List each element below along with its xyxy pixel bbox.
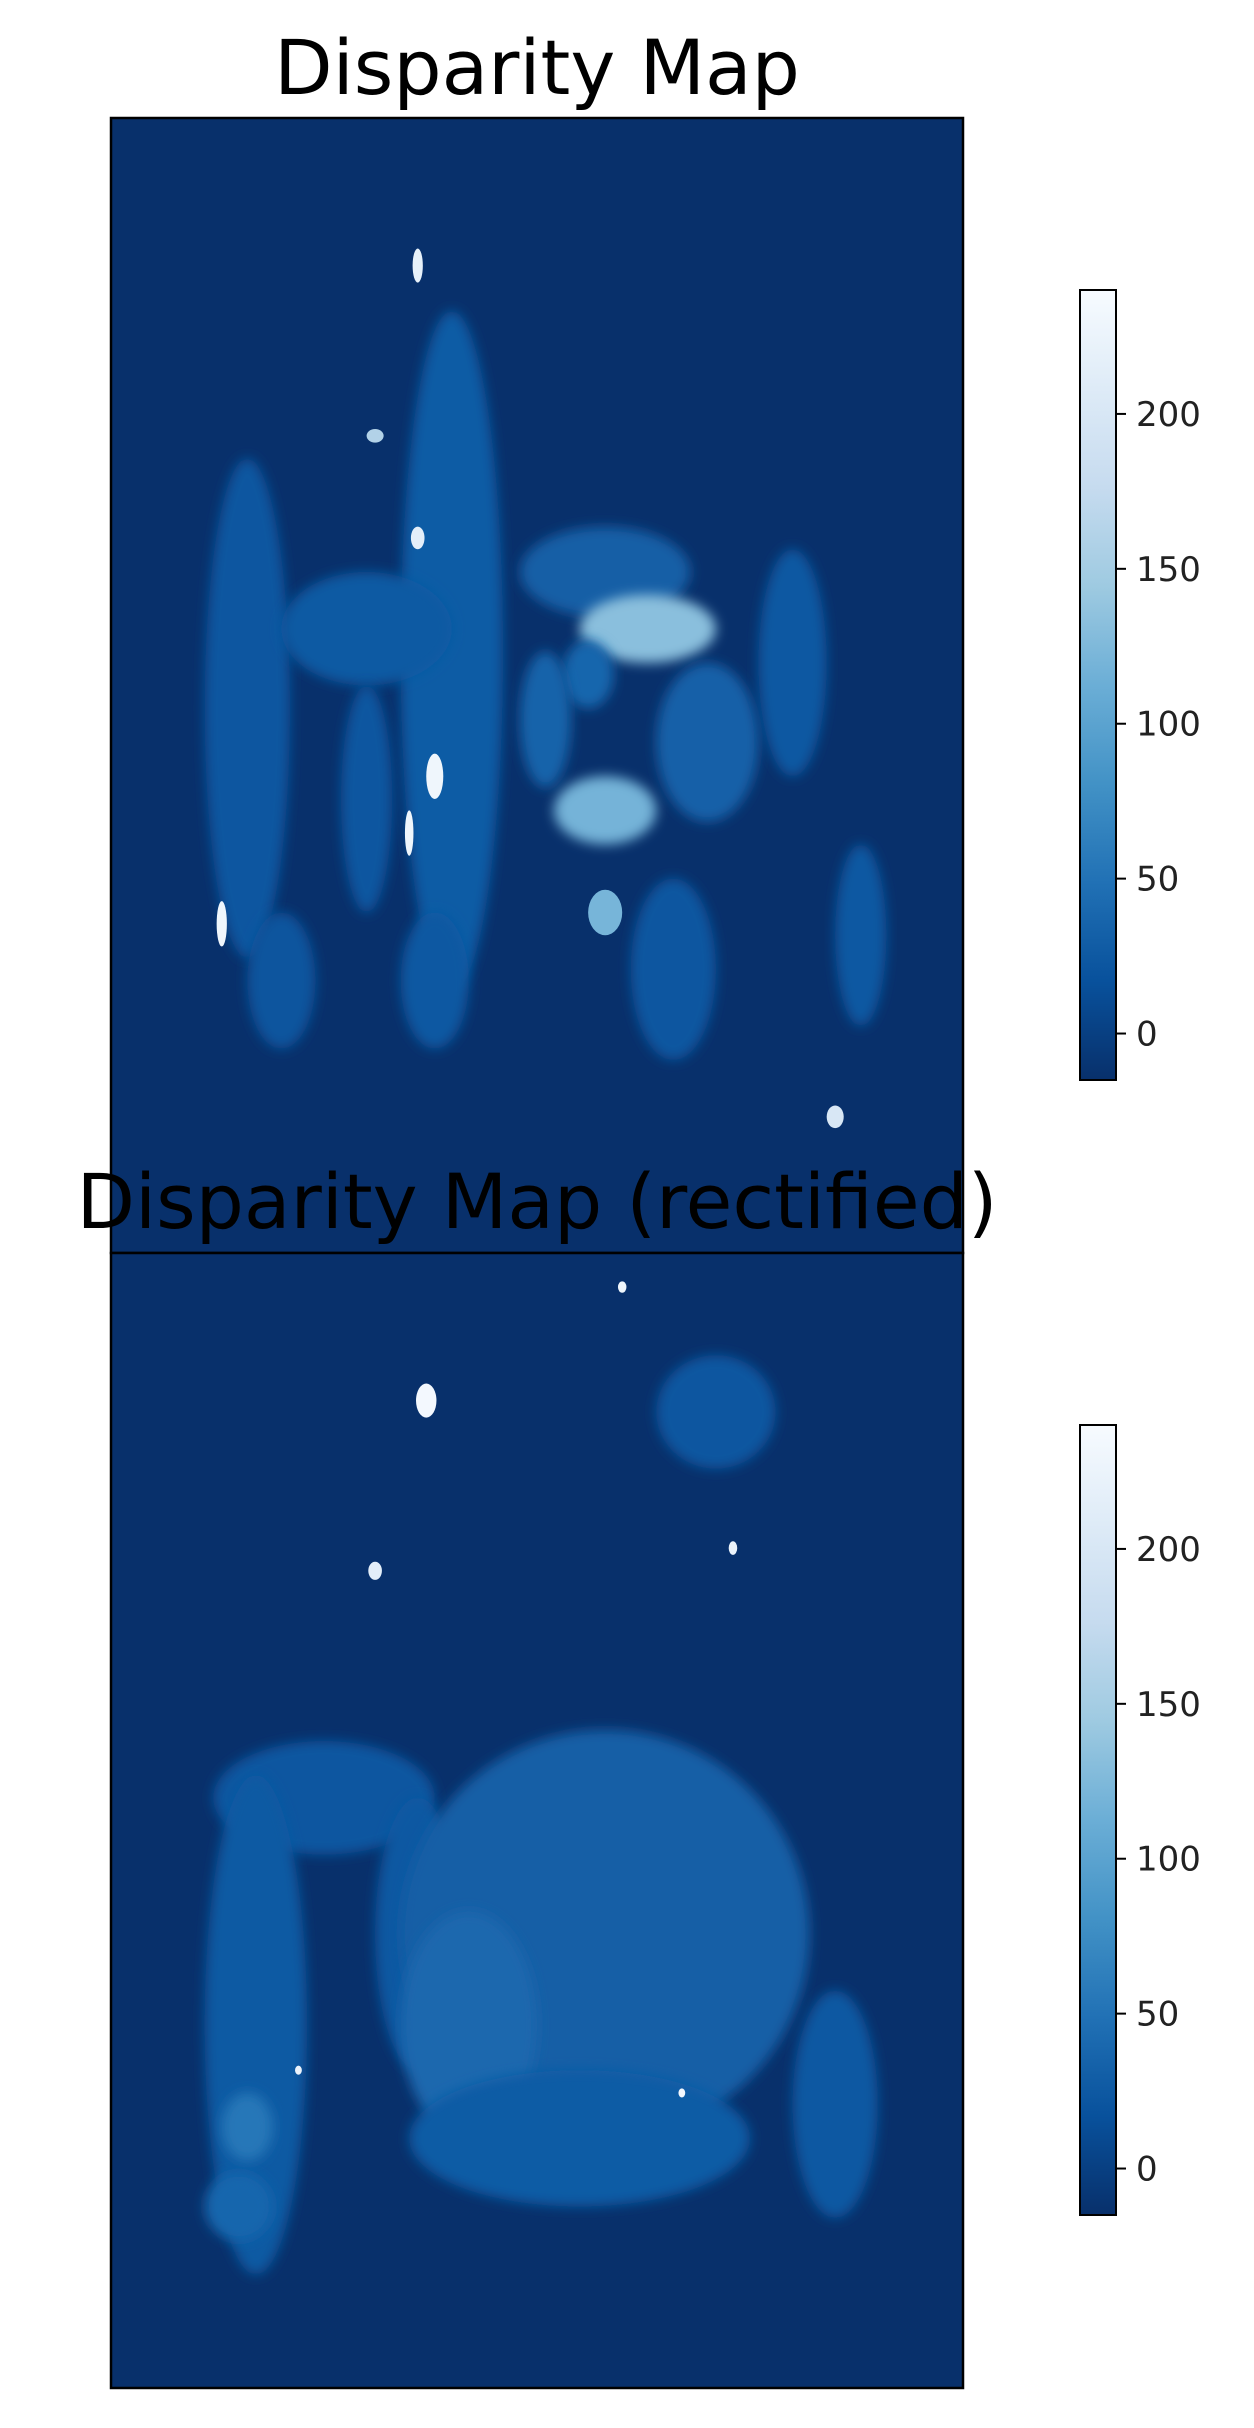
heatmap-region <box>366 428 384 443</box>
heatmap-region <box>562 640 614 709</box>
heatmap-region <box>519 651 572 788</box>
heatmap-region <box>792 1990 878 2218</box>
heatmap-region <box>554 776 657 845</box>
heatmap-regions <box>204 248 887 1129</box>
heatmap-region <box>416 1383 437 1418</box>
heatmap-region <box>758 549 827 777</box>
heatmap-region <box>410 526 425 550</box>
colorbar-tick-label: 50 <box>1136 1995 1179 2035</box>
heatmap-region <box>656 662 759 822</box>
colorbar-1: 0 50 100 150 200 <box>1079 289 1201 1081</box>
heatmap-region <box>412 248 423 283</box>
heatmap-panel-2 <box>109 1251 965 2390</box>
heatmap-region <box>281 572 452 686</box>
colorbar-tick-label: 200 <box>1136 1530 1201 1570</box>
heatmap-region <box>368 1561 382 1580</box>
heatmap-region <box>221 2092 273 2161</box>
heatmap-region <box>630 878 716 1061</box>
heatmap-2-image <box>111 1253 963 2388</box>
heatmap-region <box>404 810 414 856</box>
heatmap-region <box>295 2065 302 2075</box>
heatmap-panel-1 <box>109 116 965 1255</box>
heatmap-region <box>400 310 503 992</box>
heatmap-region <box>426 753 444 799</box>
heatmap-1-image <box>111 118 963 1253</box>
heatmap-region <box>579 594 716 663</box>
heatmap-region <box>341 685 393 913</box>
colorbar-2: 0 50 100 150 200 <box>1079 1424 1201 2216</box>
colorbar-tick-label: 150 <box>1136 1685 1201 1725</box>
heatmap-region <box>409 2070 750 2207</box>
colorbar-1-ticks: 0 50 100 150 200 <box>1116 395 1201 1055</box>
heatmap-region <box>617 1281 627 1293</box>
colorbar-tick-label: 50 <box>1136 860 1179 900</box>
heatmap-region <box>728 1541 738 1555</box>
heatmap-2-frame <box>109 1251 965 2390</box>
chart-title-2: Disparity Map (rectified) <box>76 1157 997 1246</box>
heatmap-region <box>678 2088 686 2098</box>
heatmap-region <box>656 1355 776 1469</box>
heatmap-region <box>204 458 290 958</box>
heatmap-region <box>204 2172 273 2241</box>
colorbar-tick-label: 150 <box>1136 550 1201 590</box>
heatmap-region <box>826 1105 844 1129</box>
chart-title-1: Disparity Map <box>274 23 800 112</box>
colorbar-tick-label: 200 <box>1136 395 1201 435</box>
colorbar-tick-label: 100 <box>1136 705 1201 745</box>
heatmap-region <box>588 889 623 936</box>
heatmap-region <box>247 912 316 1049</box>
heatmap-regions <box>204 1281 878 2275</box>
colorbar-tick-label: 0 <box>1136 1015 1158 1055</box>
heatmap-region <box>835 844 887 1026</box>
heatmap-region <box>519 526 691 618</box>
colorbar-tick-label: 100 <box>1136 1840 1201 1880</box>
colorbar-tick-label: 0 <box>1136 2150 1158 2190</box>
colorbar-2-gradient <box>1079 1424 1117 2216</box>
colorbar-2-ticks: 0 50 100 150 200 <box>1116 1530 1201 2190</box>
colorbar-1-gradient <box>1079 289 1117 1081</box>
heatmap-region <box>216 901 227 947</box>
heatmap-region <box>400 912 469 1049</box>
